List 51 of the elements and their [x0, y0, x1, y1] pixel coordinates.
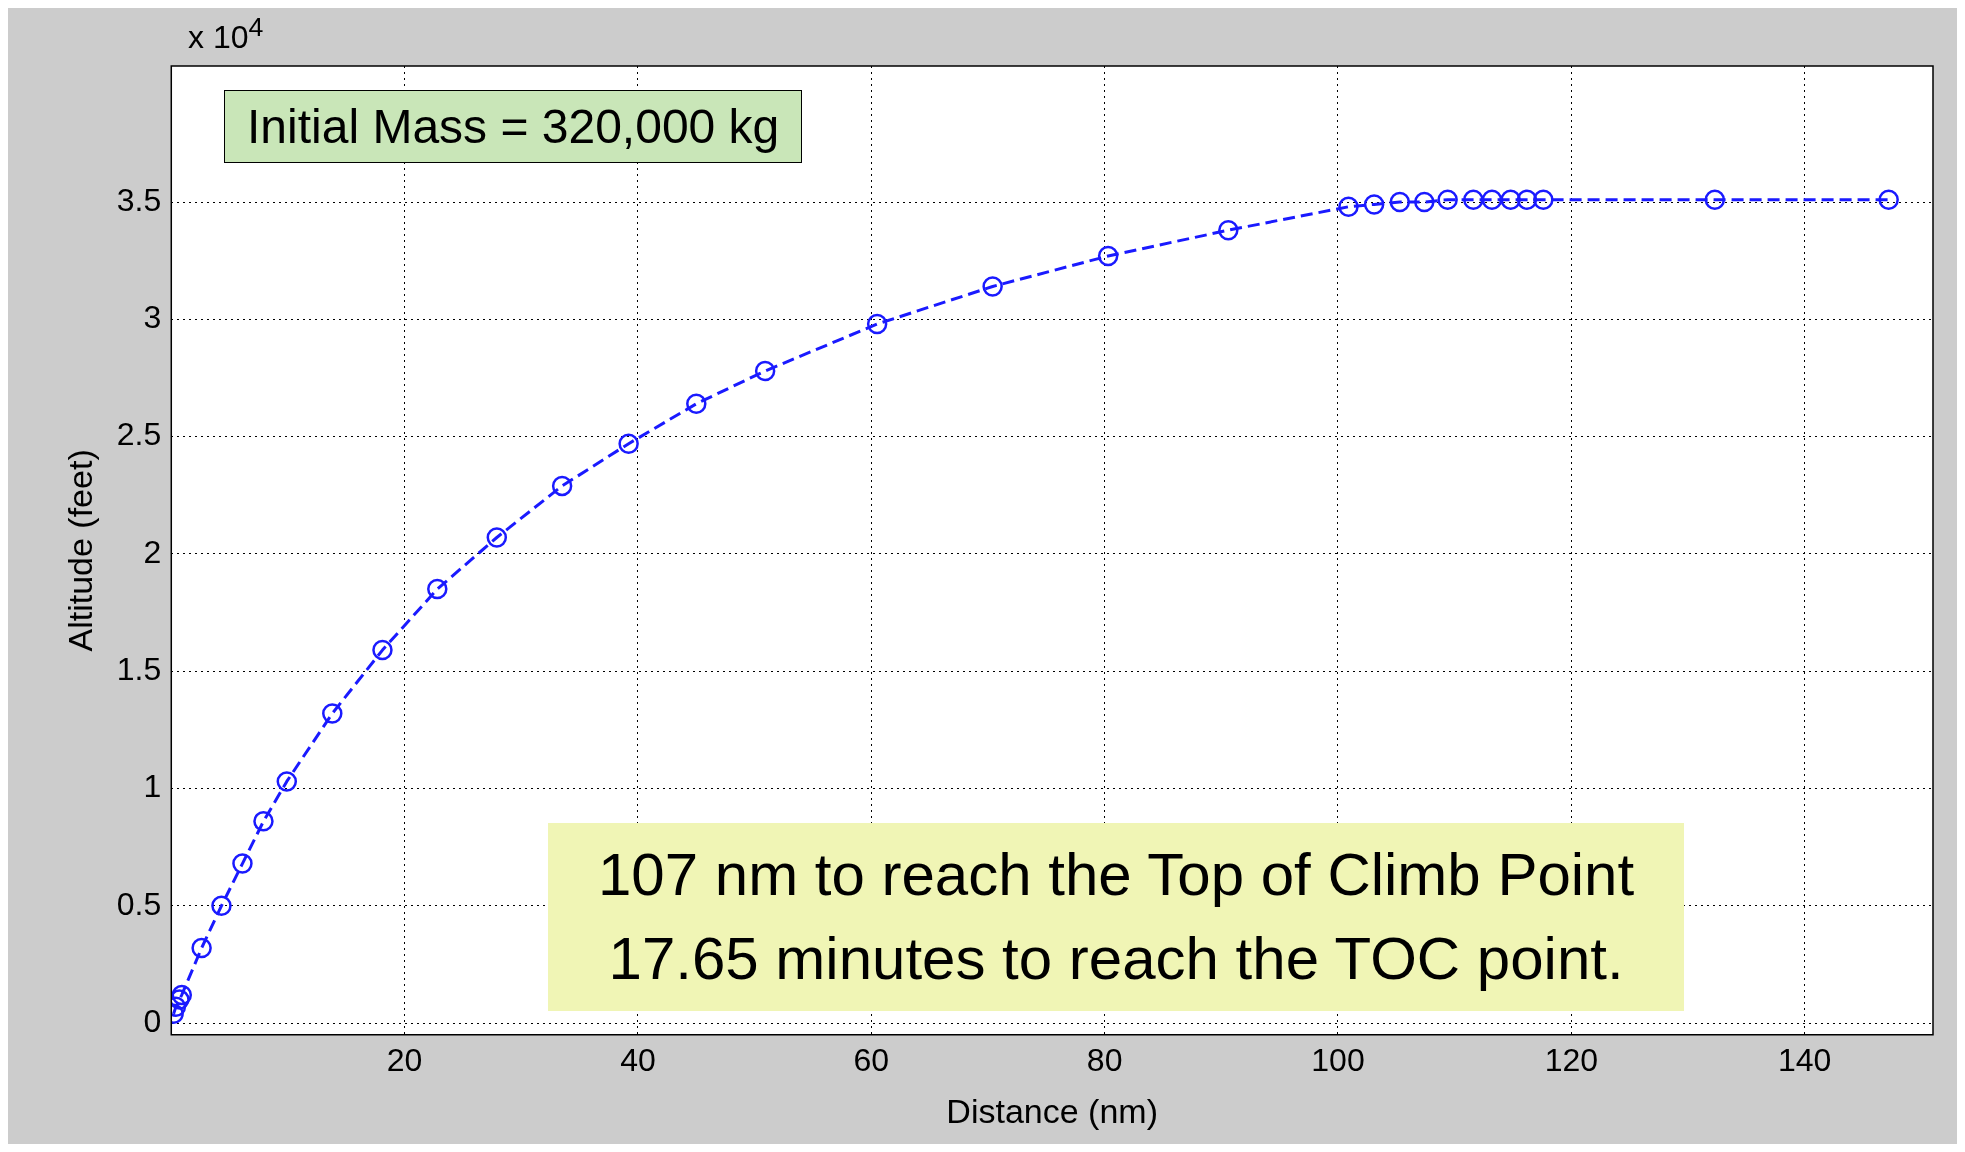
x-axis-title: Distance (nm)	[946, 1091, 1158, 1130]
point	[866, 313, 888, 335]
x-tick-label: 120	[1544, 1041, 1599, 1078]
y-tick-label: 1	[143, 768, 162, 805]
y-tick-label: 0	[143, 1002, 162, 1039]
point	[1463, 189, 1484, 210]
y-tick-label: 2.5	[116, 416, 162, 453]
annotation: Initial Mass = 320,000 kg	[224, 90, 803, 163]
point	[1500, 189, 1521, 210]
point	[1097, 245, 1119, 267]
y-tick-label: 0.5	[116, 885, 162, 922]
point	[171, 989, 190, 1010]
point	[1481, 189, 1503, 210]
y-tick-label: 3	[143, 299, 162, 336]
point	[551, 475, 573, 497]
point	[982, 276, 1003, 297]
x-tick-label: 100	[1311, 1041, 1365, 1078]
point	[427, 578, 448, 600]
point	[1437, 189, 1458, 210]
point	[1338, 196, 1359, 217]
point	[1389, 191, 1411, 213]
point	[618, 433, 639, 454]
point	[1533, 189, 1554, 210]
point	[1218, 219, 1239, 241]
point	[1878, 189, 1899, 210]
point	[171, 984, 193, 1006]
x-tick-label: 80	[1086, 1041, 1123, 1078]
x-tick-label: 140	[1777, 1041, 1832, 1078]
point	[276, 771, 298, 792]
x-tick-label: 20	[386, 1041, 423, 1078]
point	[211, 895, 232, 917]
point	[686, 393, 707, 415]
y-axis-title: Altitude (feet)	[60, 449, 99, 652]
point	[191, 937, 212, 959]
point	[253, 811, 274, 832]
point	[322, 703, 343, 724]
point	[1414, 191, 1435, 213]
point	[1363, 194, 1385, 215]
x-tick-label: 40	[620, 1041, 656, 1078]
y-tick-label: 3.5	[116, 181, 162, 218]
point	[486, 527, 508, 548]
point	[1516, 189, 1538, 210]
y-tick-label: 1.5	[116, 651, 162, 688]
y-tick-label: 2	[143, 533, 162, 570]
point	[754, 360, 776, 382]
point	[372, 639, 393, 661]
text: x 10$^{4}$	[188, 12, 264, 56]
annotation: 107 nm to reach the Top of Climb Point 17.65 minutes to reach the TOC point.	[548, 823, 1685, 1011]
x-tick-label: 60	[853, 1041, 890, 1078]
point	[232, 853, 253, 874]
point	[1704, 189, 1726, 210]
